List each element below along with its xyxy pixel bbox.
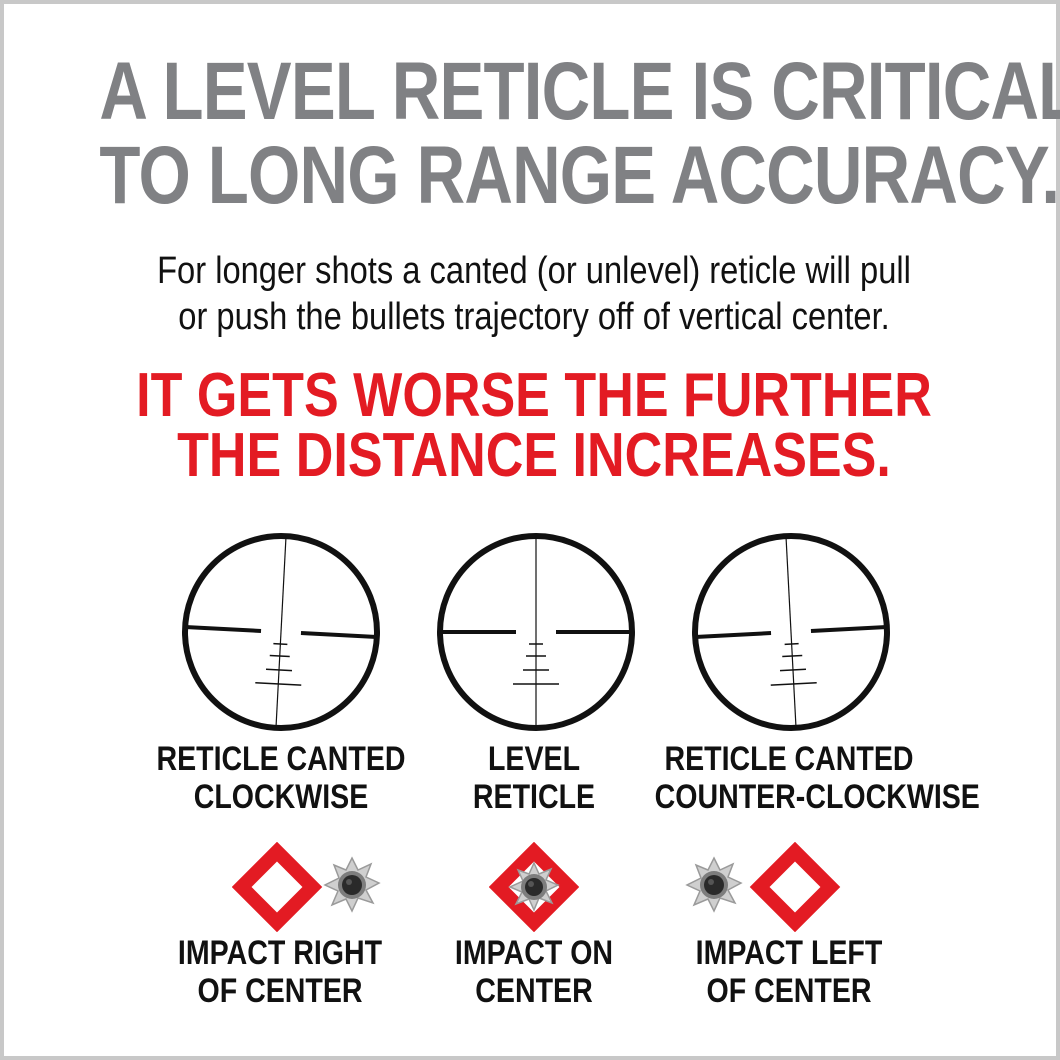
reticle-canted-clockwise-icon (182, 533, 380, 731)
headline-line-2: TO LONG RANGE ACCURACY. (99, 130, 1060, 221)
impact-right-of-center-graphic (232, 842, 381, 932)
impact-label-line-2: OF CENTER (706, 972, 872, 1010)
bullet-hole-icon (685, 856, 743, 913)
warning-heading: IT GETS WORSE THE FURTHER THE DISTANCE I… (4, 361, 1060, 490)
impact-label-line-1: IMPACT RIGHT (177, 934, 383, 972)
reticle-label-counter-clockwise: RETICLE CANTED COUNTER-CLOCKWISE (629, 740, 980, 816)
target-diamond-icon (749, 842, 841, 932)
impact-label-left: IMPACT LEFT OF CENTER (629, 934, 949, 1010)
impact-label-line-1: IMPACT ON (454, 934, 614, 972)
target-diamond-icon (232, 842, 323, 932)
headline-line-1: A LEVEL RETICLE IS CRITICAL (99, 46, 1060, 137)
reticle-label-clockwise: RETICLE CANTED CLOCKWISE (121, 740, 441, 816)
impact-label-center: IMPACT ON CENTER (374, 934, 694, 1010)
reticle-label-line-1: RETICLE CANTED (156, 740, 406, 778)
reticle-label-line-2: RETICLE (472, 778, 596, 816)
reticle-level-icon (437, 533, 635, 731)
reticle-label-line-2: COUNTER-CLOCKWISE (654, 778, 980, 816)
reticle-label-line-1: LEVEL (487, 740, 581, 778)
warning-line-1: IT GETS WORSE THE FURTHER (136, 361, 932, 430)
impact-left-of-center-graphic (685, 842, 841, 932)
bullet-hole-icon (508, 861, 560, 912)
warning-line-2: THE DISTANCE INCREASES. (177, 421, 891, 490)
subtext-line-1: For longer shots a canted (or unlevel) r… (157, 250, 911, 292)
bullet-hole-icon (323, 856, 381, 913)
reticle-label-line-2: CLOCKWISE (193, 778, 369, 816)
reticle-label-level: LEVEL RETICLE (374, 740, 694, 816)
reticle-canted-counter-clockwise-icon (692, 533, 890, 731)
impact-label-line-1: IMPACT LEFT (695, 934, 883, 972)
subtext-line-2: or push the bullets trajectory off of ve… (178, 296, 890, 338)
impact-label-line-2: OF CENTER (197, 972, 363, 1010)
impact-label-line-2: CENTER (475, 972, 593, 1010)
reticle-label-line-1: RETICLE CANTED (664, 740, 914, 778)
headline: A LEVEL RETICLE IS CRITICAL TO LONG RANG… (4, 50, 1060, 218)
subtext: For longer shots a canted (or unlevel) r… (4, 248, 1060, 340)
impact-on-center-graphic (489, 842, 579, 932)
impact-label-right: IMPACT RIGHT OF CENTER (120, 934, 440, 1010)
